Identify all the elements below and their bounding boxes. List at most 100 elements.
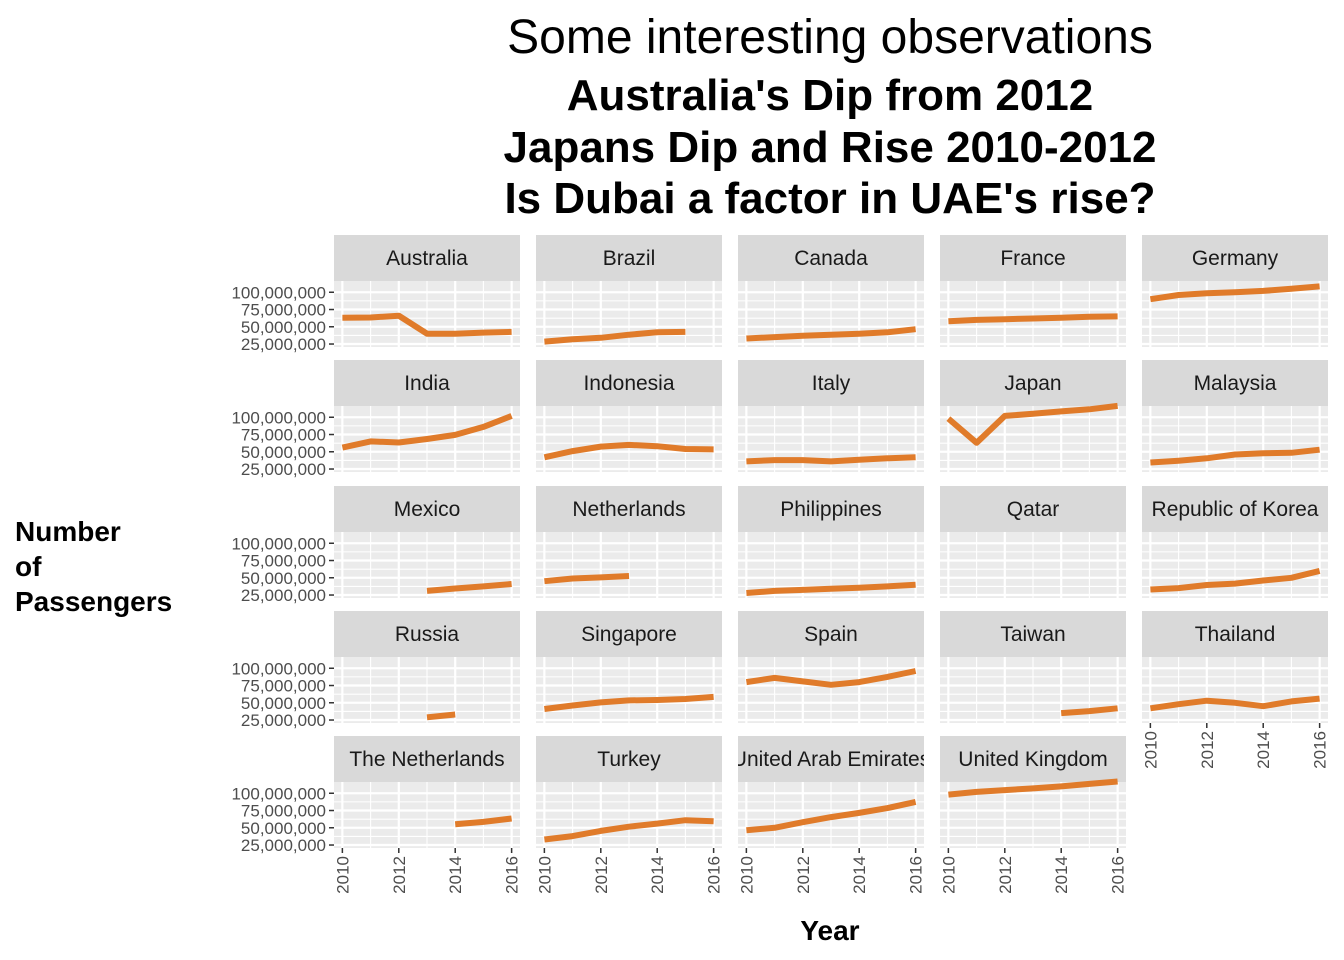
- strip-background: [536, 736, 722, 782]
- strip-background: [940, 736, 1126, 782]
- x-tick-label: 2014: [850, 856, 869, 894]
- facet-panels: Australia25,000,00050,000,00075,000,0001…: [231, 235, 1330, 894]
- panel-spain: Spain: [738, 611, 924, 723]
- strip-background: [738, 486, 924, 532]
- y-tick-label: 50,000,000: [241, 318, 326, 337]
- strip-label: Russia: [395, 623, 460, 646]
- y-tick-label: 25,000,000: [241, 836, 326, 855]
- y-axis-title-line-1: Number: [15, 516, 121, 547]
- strip-background: [1142, 235, 1328, 281]
- chart-subtitle-line-3: Is Dubai a factor in UAE's rise?: [504, 174, 1155, 223]
- strip-background: [738, 360, 924, 406]
- strip-label: Singapore: [581, 623, 677, 646]
- x-tick-label: 2016: [907, 856, 926, 894]
- x-tick-label: 2012: [390, 856, 409, 894]
- y-tick-label: 25,000,000: [241, 460, 326, 479]
- panel-japan: Japan: [940, 360, 1126, 472]
- series-line-the-netherlands: [454, 815, 512, 828]
- series-line-indonesia: [543, 441, 714, 461]
- x-tick-label: 2010: [535, 856, 554, 894]
- panel-france: France: [940, 235, 1126, 347]
- panel-netherlands: Netherlands: [536, 486, 722, 598]
- panel-germany: Germany: [1142, 235, 1328, 347]
- x-tick-label: 2010: [737, 856, 756, 894]
- series-line-japan: [946, 402, 1118, 446]
- chart-subtitle-line-2: Japans Dip and Rise 2010-2012: [504, 123, 1157, 172]
- x-tick-label: 2014: [1254, 731, 1273, 769]
- strip-label: Brazil: [603, 247, 656, 270]
- y-tick-label: 75,000,000: [241, 677, 326, 696]
- strip-background: [1142, 360, 1328, 406]
- y-tick-label: 100,000,000: [231, 659, 326, 678]
- panel-india: India 25,000,00050,000,00075,000,000100,0…: [231, 360, 520, 479]
- strip-background: [334, 611, 520, 657]
- strip-background: [1142, 486, 1328, 532]
- x-tick-label: 2014: [1052, 856, 1071, 894]
- y-tick-label: 25,000,000: [241, 711, 326, 730]
- strip-background: [536, 235, 722, 281]
- strip-background: [738, 235, 924, 281]
- strip-background: [940, 360, 1126, 406]
- strip-background: [536, 360, 722, 406]
- series-line-singapore: [544, 693, 714, 712]
- series-line-france: [948, 313, 1118, 325]
- series-line-germany: [1149, 283, 1320, 303]
- strip-label: Philippines: [780, 498, 882, 521]
- panel-mexico: Mexico 25,000,00050,000,00075,000,000100,…: [231, 486, 520, 605]
- strip-label: Netherlands: [572, 498, 685, 521]
- series-line-mexico: [426, 581, 512, 594]
- y-tick-label: 75,000,000: [241, 802, 326, 821]
- y-tick-label: 75,000,000: [241, 552, 326, 571]
- series-line-spain: [745, 668, 917, 688]
- panel-russia: Russia 25,000,00050,000,00075,000,000100,…: [231, 611, 520, 730]
- y-tick-label: 100,000,000: [231, 784, 326, 803]
- y-tick-label: 75,000,000: [241, 426, 326, 445]
- x-tick-label: 2016: [503, 856, 522, 894]
- strip-label: Germany: [1192, 247, 1279, 270]
- panel-republic-of-korea: Republic of Korea: [1142, 486, 1328, 598]
- strip-background: [536, 486, 722, 532]
- strip-label: Italy: [812, 372, 851, 395]
- panel-italy: Italy: [738, 360, 924, 472]
- strip-background: [940, 486, 1126, 532]
- strip-label: Indonesia: [583, 372, 674, 395]
- panel-thailand: Thailand 2010 2012 2014 2016: [1141, 611, 1330, 769]
- strip-background: [738, 611, 924, 657]
- strip-label: France: [1000, 247, 1065, 270]
- strip-background: [738, 736, 924, 782]
- x-tick-label: 2012: [996, 856, 1015, 894]
- panel-brazil: Brazil: [536, 235, 722, 347]
- series-line-malaysia: [1150, 446, 1320, 466]
- y-tick-label: 100,000,000: [231, 408, 326, 427]
- strip-label: Malaysia: [1194, 372, 1277, 395]
- strip-background: [334, 736, 520, 782]
- y-tick-label: 100,000,000: [231, 283, 326, 302]
- x-tick-label: 2012: [1198, 731, 1217, 769]
- x-tick-label: 2014: [446, 856, 465, 894]
- x-tick-label: 2016: [1311, 731, 1330, 769]
- y-tick-label: 25,000,000: [241, 586, 326, 605]
- series-line-italy: [746, 454, 916, 465]
- strip-label: Thailand: [1195, 623, 1276, 646]
- y-tick-label: 50,000,000: [241, 819, 326, 838]
- strip-background: [334, 360, 520, 406]
- strip-label: Australia: [386, 247, 468, 270]
- series-line-taiwan: [1060, 705, 1118, 717]
- panel-malaysia: Malaysia: [1142, 360, 1328, 472]
- x-tick-label: 2014: [648, 856, 667, 894]
- series-line-australia: [342, 312, 512, 337]
- series-line-india: [341, 413, 513, 451]
- panel-indonesia: Indonesia: [536, 360, 722, 472]
- series-line-republic-of-korea: [1150, 567, 1321, 593]
- strip-label: Spain: [804, 623, 858, 646]
- panel-turkey: Turkey 2010 2012 2014 2016: [535, 736, 724, 894]
- y-tick-label: 100,000,000: [231, 534, 326, 553]
- series-line-canada: [746, 326, 916, 342]
- y-axis-title-line-2: of: [15, 551, 42, 582]
- strip-label: India: [404, 372, 450, 395]
- x-tick-label: 2010: [1141, 731, 1160, 769]
- strip-label: Canada: [794, 247, 868, 270]
- x-axis-title: Year: [800, 915, 859, 946]
- series-line-netherlands: [544, 573, 630, 585]
